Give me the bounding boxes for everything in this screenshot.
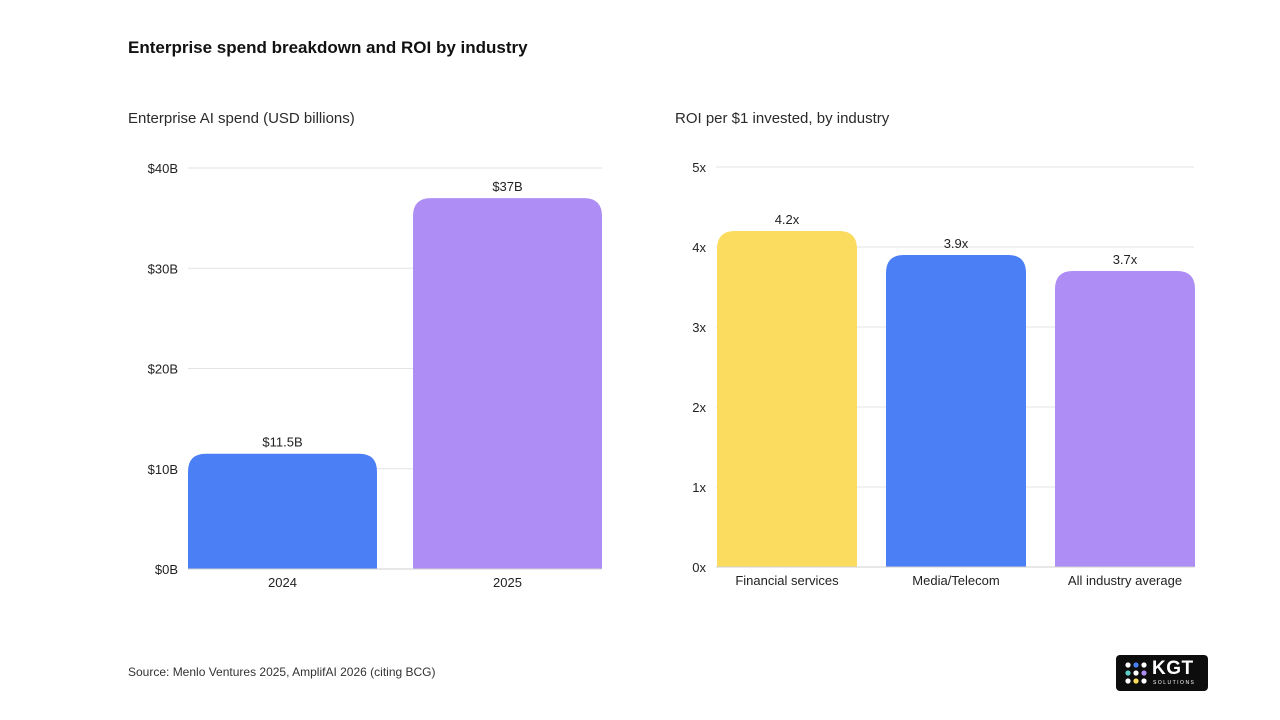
y-tick-label: 1x xyxy=(692,480,706,495)
y-tick-label: 4x xyxy=(692,240,706,255)
y-tick-label: $0B xyxy=(155,562,178,577)
y-tick-label: $10B xyxy=(148,462,178,477)
bar-2024 xyxy=(188,453,377,569)
y-tick-label: $30B xyxy=(148,261,178,276)
bar-2025 xyxy=(413,198,602,569)
y-tick-label: $40B xyxy=(148,161,178,176)
spend-chart-title: Enterprise AI spend (USD billions) xyxy=(128,110,355,127)
bar-all-industry-average xyxy=(1055,271,1195,567)
x-tick-label: Financial services xyxy=(735,573,839,588)
data-label: $11.5B xyxy=(262,435,302,450)
logo-word: KGT xyxy=(1152,658,1194,679)
data-label: 4.2x xyxy=(775,212,800,227)
kgt-logo: KGT SOLUTIONS xyxy=(1116,655,1208,691)
y-tick-label: $20B xyxy=(148,362,178,377)
y-tick-label: 3x xyxy=(692,320,706,335)
roi-chart-title: ROI per $1 invested, by industry xyxy=(675,110,890,127)
logo-subtext: SOLUTIONS xyxy=(1153,680,1196,686)
roi-chart: 0x 1x 2x 3x 4x 5x 4.2x Financial services 3.9x Me… xyxy=(692,160,1195,588)
source-note: Source: Menlo Ventures 2025, AmplifAI 20… xyxy=(128,665,436,679)
x-tick-label: 2025 xyxy=(493,575,522,590)
x-tick-label: 2024 xyxy=(268,575,297,590)
y-tick-label: 5x xyxy=(692,160,706,175)
page-title: Enterprise spend breakdown and ROI by in… xyxy=(128,38,528,57)
x-tick-label: Media/Telecom xyxy=(912,573,999,588)
data-label: 3.7x xyxy=(1113,252,1138,267)
bar-media-telecom xyxy=(886,255,1026,567)
y-tick-label: 0x xyxy=(692,560,706,575)
bar-financial-services xyxy=(717,231,857,567)
data-label: 3.9x xyxy=(944,236,969,251)
y-tick-label: 2x xyxy=(692,400,706,415)
logo-dots-icon xyxy=(1125,662,1147,684)
data-label: $37B xyxy=(492,179,522,194)
spend-chart: $0B $10B $20B $30B $40B $11.5B 2024 $37B 2025 xyxy=(148,161,602,590)
x-tick-label: All industry average xyxy=(1068,573,1182,588)
